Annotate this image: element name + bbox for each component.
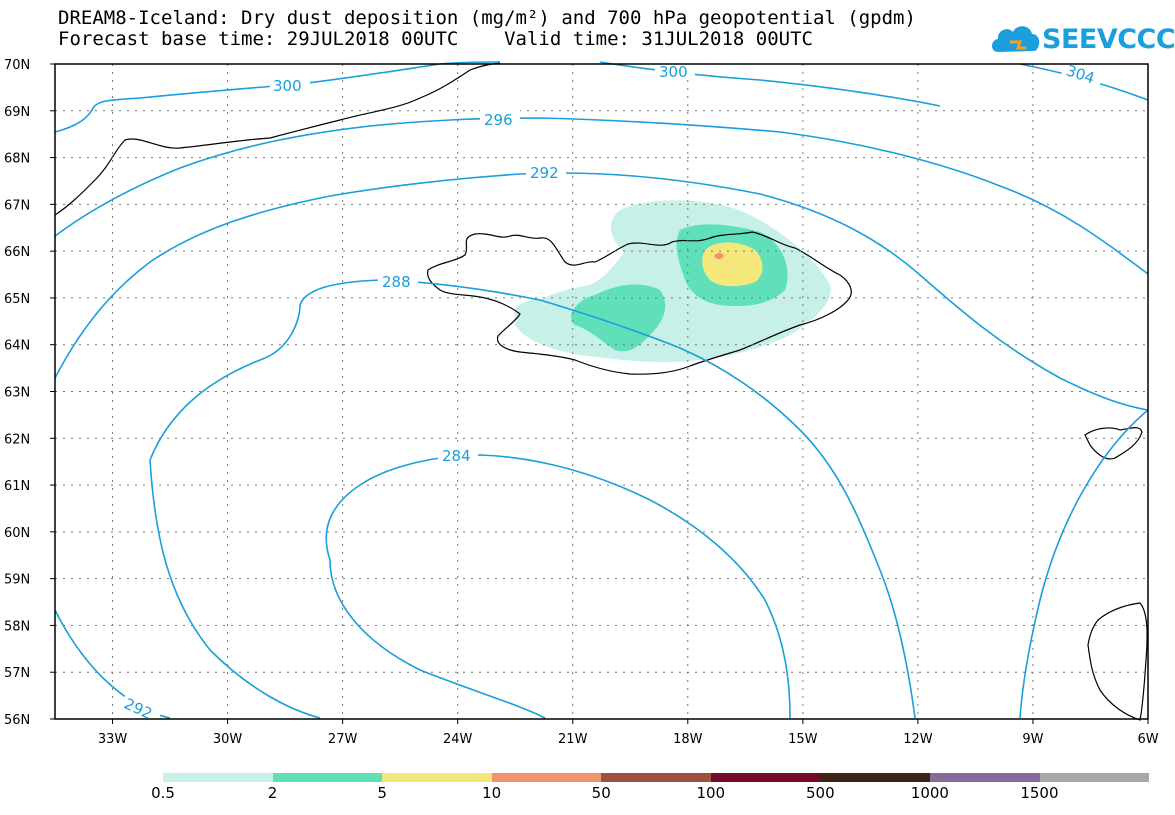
contour-label: 300 <box>273 77 302 95</box>
lat-label: 63N <box>4 386 30 401</box>
lon-label: 21W <box>558 732 588 747</box>
latitude-labels: 70N 69N 68N 67N 66N 65N 64N 63N 62N 61N 60N 59N 58N 5… <box>4 58 55 728</box>
legend-label: 100 <box>696 784 726 802</box>
cloud-icon <box>992 26 1040 52</box>
lat-label: 67N <box>4 198 30 213</box>
legend-swatch <box>820 773 930 782</box>
lon-label: 27W <box>328 732 358 747</box>
contour-292-north <box>54 172 1149 411</box>
dust-area-medium-south <box>571 284 666 352</box>
legend-swatch <box>491 773 602 782</box>
graticule <box>55 64 1148 719</box>
lat-label: 64N <box>4 339 30 354</box>
legend-label: 500 <box>806 784 835 802</box>
legend-swatch <box>382 773 492 782</box>
legend-swatch <box>163 773 273 782</box>
dust-area-yellow <box>702 242 763 287</box>
lat-label: 57N <box>4 666 30 681</box>
legend-label: 2 <box>267 784 278 802</box>
map-plot: 300 300 304 296 292 288 284 292 70N 69N 68… <box>4 58 1159 747</box>
scotland-coastline <box>1087 602 1148 721</box>
lat-label: 69N <box>4 105 30 120</box>
legend-label: 10 <box>482 784 502 802</box>
contour-300-east <box>599 61 941 107</box>
lat-label: 62N <box>4 432 30 447</box>
dust-area-light-west <box>514 298 564 331</box>
contour-labels: 300 300 304 296 292 288 284 292 <box>119 60 1104 726</box>
lon-label: 24W <box>443 732 473 747</box>
lon-label: 30W <box>213 732 243 747</box>
contour-296 <box>54 117 1149 275</box>
greenland-coastline <box>54 62 501 216</box>
lon-label: 33W <box>98 732 128 747</box>
lon-label: 18W <box>673 732 703 747</box>
legend-label: 0.5 <box>151 784 175 802</box>
contour-label: 296 <box>484 111 513 129</box>
dust-area-orange <box>714 253 724 259</box>
lat-label: 61N <box>4 479 30 494</box>
contour-284 <box>325 454 791 719</box>
lat-label: 68N <box>4 152 30 167</box>
chart-subtitle: Forecast base time: 29JUL2018 00UTC Vali… <box>58 28 813 50</box>
coastlines <box>54 62 1148 721</box>
legend-label: 1000 <box>910 784 949 802</box>
lat-label: 70N <box>4 58 30 73</box>
lat-label: 65N <box>4 292 30 307</box>
contour-label: 300 <box>659 63 688 81</box>
chart-title: DREAM8-Iceland: Dry dust deposition (mg/… <box>58 7 916 29</box>
legend-swatch <box>929 773 1040 782</box>
contour-label: 292 <box>530 164 559 182</box>
contour-label: 304 <box>1064 61 1097 87</box>
lon-label: 15W <box>788 732 818 747</box>
seevccc-logo: SEEVCCC <box>990 18 1175 62</box>
legend-swatch <box>272 773 383 782</box>
geopotential-contours <box>54 61 1149 719</box>
logo-text: SEEVCCC <box>1042 24 1175 55</box>
legend-label: 1500 <box>1020 784 1059 802</box>
contour-284-west <box>329 559 546 719</box>
contour-label: 284 <box>442 447 471 465</box>
lon-label: 9W <box>1022 732 1043 747</box>
legend-label: 5 <box>377 784 387 802</box>
lat-label: 59N <box>4 573 30 588</box>
contour-288-west <box>149 459 321 719</box>
lat-label: 58N <box>4 619 30 634</box>
legend-labels: 0.5 2 5 10 50 100 500 1000 1500 <box>0 784 1175 804</box>
color-legend <box>163 773 1150 782</box>
contour-label: 288 <box>382 273 411 291</box>
contour-288 <box>149 279 916 719</box>
contour-292-east <box>1019 409 1149 719</box>
lon-label: 12W <box>903 732 933 747</box>
legend-swatch <box>710 773 821 782</box>
faroe-coastline <box>1084 427 1143 460</box>
legend-swatch <box>601 773 711 782</box>
lon-label: 6W <box>1137 732 1158 747</box>
iceland-coastline <box>427 231 852 375</box>
lat-label: 66N <box>4 245 30 260</box>
longitude-labels: 33W 30W 27W 24W 21W 18W 15W 12W 9W 6W <box>98 719 1159 747</box>
legend-swatch <box>1039 773 1150 782</box>
lat-label: 56N <box>4 713 30 728</box>
legend-label: 50 <box>591 784 611 802</box>
lat-label: 60N <box>4 526 30 541</box>
dust-deposition-shading <box>514 200 831 363</box>
